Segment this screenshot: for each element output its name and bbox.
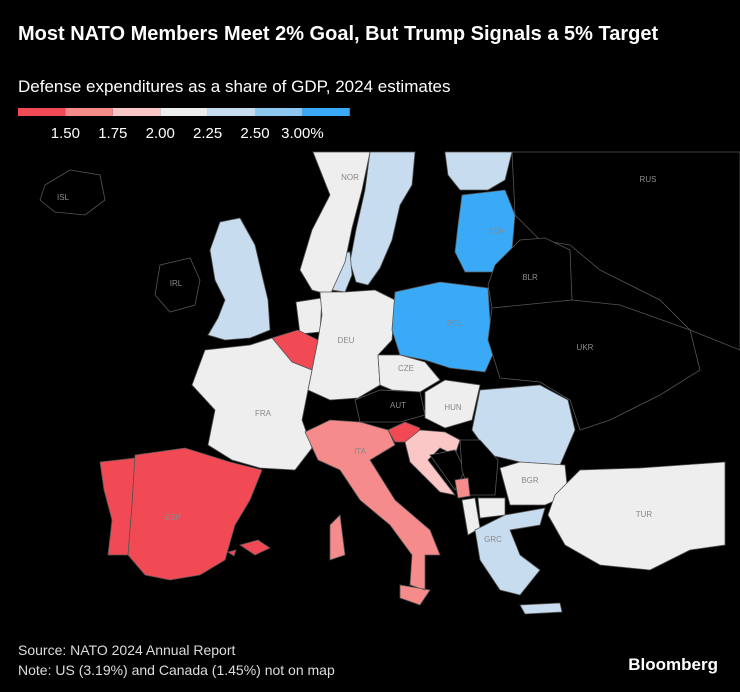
brand: Bloomberg [628, 655, 718, 674]
country [307, 289, 396, 401]
legend-swatch [112, 108, 161, 116]
legend-tick-label: 1.75 [98, 125, 127, 142]
country [474, 507, 546, 596]
country [304, 419, 441, 606]
country [547, 461, 726, 571]
legend-swatch [18, 108, 66, 116]
country [39, 169, 106, 216]
country-label: ISL [57, 193, 70, 202]
legend-tick-label: 2.00 [146, 125, 175, 142]
sweden [349, 151, 416, 286]
country [511, 151, 740, 351]
country-label: CZE [398, 364, 414, 373]
unlabeled-countries [99, 151, 576, 615]
country-label: TUR [636, 510, 653, 519]
legend-tick-label: 2.50 [240, 125, 269, 142]
country [154, 257, 201, 313]
legend-swatch [160, 108, 208, 116]
legend-tick-label: 2.25 [193, 125, 222, 142]
source: Source: NATO 2024 Annual Report [18, 642, 236, 658]
country-label: POL [447, 319, 464, 328]
balearic [227, 539, 271, 557]
legend-tick-label: 1.50 [51, 125, 80, 142]
country-label: FRA [255, 409, 272, 418]
country-label: LVA [490, 227, 505, 236]
legend-swatch [65, 108, 113, 116]
croatia [404, 429, 461, 496]
country [127, 447, 263, 581]
country-label: BGR [521, 476, 539, 485]
country-label: BLR [522, 273, 538, 282]
crete [519, 602, 563, 615]
country-label: HUN [444, 403, 462, 412]
country-label: AUT [390, 401, 406, 410]
country [391, 281, 498, 373]
country-label: DEU [338, 336, 355, 345]
title: Most NATO Members Meet 2% Goal, But Trum… [18, 23, 659, 45]
country [487, 299, 701, 431]
country-label: ITA [354, 447, 367, 456]
subtitle: Defense expenditures as a share of GDP, … [18, 77, 451, 96]
country [377, 354, 441, 393]
country-label: GRC [484, 535, 502, 544]
country [424, 379, 481, 429]
finland [444, 151, 513, 191]
legend-tick-label: 3.00% [281, 125, 324, 142]
country-label: UKR [577, 343, 594, 352]
countries: ISL NOR IRL LVA RUS BLR DEU POL UKR CZE FRA AUT HUN I… [39, 151, 740, 606]
legend: 1.50 1.75 2.00 2.25 2.50 3.00% [18, 108, 350, 142]
country-label: NOR [341, 173, 359, 182]
legend-swatch [302, 108, 350, 116]
serbia [459, 439, 499, 496]
montenegro [454, 477, 471, 499]
legend-swatch [207, 108, 255, 116]
country-label: IRL [170, 279, 183, 288]
note: Note: US (3.19%) and Canada (1.45%) not … [18, 662, 335, 678]
country-label: ESP [165, 513, 181, 522]
netherlands [295, 297, 323, 335]
legend-swatch [255, 108, 303, 116]
country-label: RUS [640, 175, 657, 184]
uk [207, 217, 271, 341]
